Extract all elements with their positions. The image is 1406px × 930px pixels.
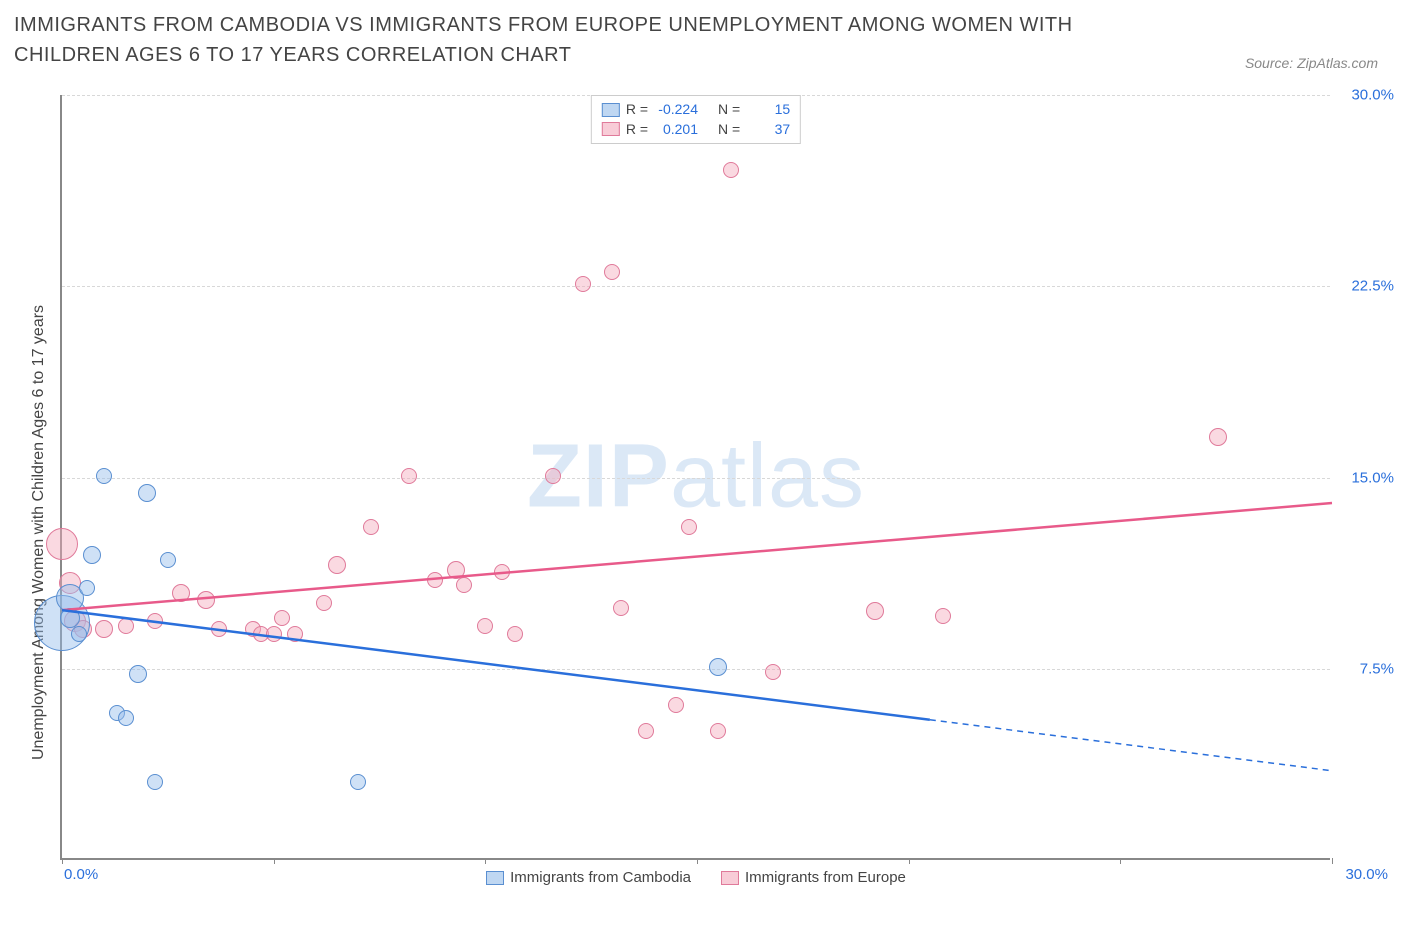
r-value-cambodia: -0.224 [654, 100, 698, 120]
x-tick-mark [485, 858, 486, 864]
y-tick-label: 15.0% [1351, 469, 1394, 486]
y-tick-label: 30.0% [1351, 87, 1394, 104]
n-value-europe: 37 [746, 120, 790, 140]
legend-item-europe: Immigrants from Europe [721, 869, 906, 886]
n-label: N = [718, 100, 740, 120]
stats-row-europe: R = 0.201 N = 37 [602, 120, 790, 140]
r-value-europe: 0.201 [654, 120, 698, 140]
swatch-cambodia [602, 103, 620, 117]
chart-title: IMMIGRANTS FROM CAMBODIA VS IMMIGRANTS F… [14, 10, 1134, 70]
trend-line [62, 503, 1332, 610]
legend-item-cambodia: Immigrants from Cambodia [486, 869, 691, 886]
series-legend: Immigrants from Cambodia Immigrants from… [62, 869, 1330, 886]
y-tick-label: 7.5% [1360, 660, 1394, 677]
n-label: N = [718, 120, 740, 140]
swatch-cambodia-icon [486, 871, 504, 885]
stats-row-cambodia: R = -0.224 N = 15 [602, 100, 790, 120]
x-tick-label: 30.0% [1345, 866, 1388, 883]
r-label: R = [626, 120, 648, 140]
trend-line [62, 610, 930, 720]
legend-label-cambodia: Immigrants from Cambodia [510, 869, 691, 886]
r-label: R = [626, 100, 648, 120]
y-axis-label: Unemployment Among Women with Children A… [30, 305, 48, 760]
x-tick-mark [697, 858, 698, 864]
trend-line [930, 720, 1332, 771]
swatch-europe-icon [721, 871, 739, 885]
x-tick-mark [1120, 858, 1121, 864]
x-tick-mark [62, 858, 63, 864]
n-value-cambodia: 15 [746, 100, 790, 120]
plot-area: ZIPatlas 7.5%15.0%22.5%30.0% 0.0%30.0% R… [60, 95, 1330, 860]
legend-label-europe: Immigrants from Europe [745, 869, 906, 886]
x-tick-mark [909, 858, 910, 864]
trend-lines-svg [62, 95, 1330, 858]
stats-legend: R = -0.224 N = 15 R = 0.201 N = 37 [591, 95, 801, 144]
x-tick-mark [274, 858, 275, 864]
swatch-europe [602, 122, 620, 136]
y-tick-label: 22.5% [1351, 278, 1394, 295]
x-tick-mark [1332, 858, 1333, 864]
source-attribution: Source: ZipAtlas.com [1245, 55, 1378, 71]
